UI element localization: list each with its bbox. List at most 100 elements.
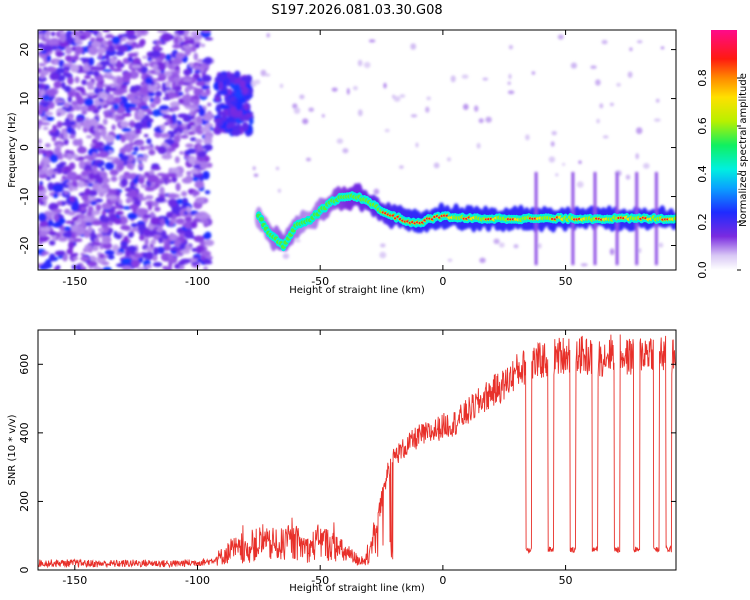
spectrogram-burst-cell	[248, 117, 254, 125]
spectrogram-noise-cell	[164, 70, 172, 77]
spectrogram-burst-cell	[245, 74, 253, 85]
spectrogram-y-tick-label: 10	[18, 92, 31, 106]
spectrogram-noise-cell	[179, 151, 184, 155]
spectrogram-burst-cell	[242, 121, 249, 132]
spectrogram-noise-cell	[194, 213, 200, 218]
spectrogram-noise-cell	[92, 152, 97, 160]
spectrogram-noise-cell	[144, 237, 149, 246]
spectrogram-noise-cell	[68, 162, 76, 170]
snr-series-line	[38, 334, 676, 569]
spectrogram-faint-cell	[357, 109, 363, 117]
spectrogram-noise-cell	[139, 234, 145, 241]
spectrogram-noise-cell	[74, 35, 80, 45]
spectrogram-burst-cell	[235, 102, 242, 111]
snr-x-tick-label: 50	[559, 574, 573, 587]
spectrogram-noise-cell	[104, 53, 110, 60]
spectrogram-noise-cell	[69, 134, 76, 139]
spectrogram-noise-cell	[147, 202, 153, 211]
spectrogram-ridge-cell	[673, 216, 676, 221]
colorbar-tick-label: 0.6	[696, 117, 709, 135]
spectrogram-burst-cell	[226, 71, 231, 79]
spectrogram-noise-cell	[174, 76, 181, 83]
spectrogram-noise-cell	[122, 102, 133, 109]
spectrogram-noise-cell	[158, 180, 164, 184]
spectrogram-faint-cell	[292, 103, 298, 109]
spectrogram-noise-cell	[91, 241, 102, 247]
spectrogram-noise-cell	[183, 210, 189, 215]
spectrogram-noise-cell	[95, 66, 105, 71]
spectrogram-ridge-cell	[258, 217, 264, 222]
spectrogram-noise-cell	[177, 91, 184, 96]
spectrogram-faint-cell	[357, 59, 363, 67]
spectrogram-noise-cell	[172, 57, 183, 65]
spectrogram-y-tick-label: 20	[18, 43, 31, 57]
spectrogram-noise-cell	[142, 55, 148, 59]
snr-x-tick-label: -100	[185, 574, 210, 587]
spectrogram-noise-cell	[132, 43, 142, 48]
spectrogram-noise-cell	[182, 129, 189, 136]
spectrogram-noise-cell	[115, 252, 124, 256]
spectrogram-faint-cell	[555, 173, 559, 177]
spectrogram-faint-cell	[264, 73, 271, 77]
spectrogram-noise-cell	[49, 240, 56, 246]
snr-y-tick-label: 400	[18, 422, 31, 443]
spectrogram-noise-cell	[108, 83, 118, 87]
spectrogram-noise-cell	[113, 218, 122, 225]
spectrogram-faint-cell	[557, 34, 564, 40]
spectrogram-faint-cell	[507, 81, 511, 85]
spectrogram-noise-cell	[182, 123, 187, 127]
spectrogram-noise-cell	[198, 107, 206, 117]
spectrogram-faint-cell	[658, 242, 664, 248]
spectrogram-faint-cell	[476, 142, 481, 149]
spectrogram-noise-cell	[47, 219, 54, 227]
spectrogram-noise-cell	[189, 38, 195, 45]
spectrogram-noise-cell	[81, 194, 90, 201]
spectrogram-faint-cell	[450, 75, 456, 83]
spectrogram-noise-cell	[74, 76, 80, 84]
spectrogram-noise-cell	[96, 233, 104, 238]
spectrogram-noise-cell	[48, 167, 53, 176]
spectrogram-noise-cell	[46, 66, 57, 73]
spectrogram-noise-cell	[182, 45, 193, 50]
spectrogram-noise-cell	[155, 90, 162, 97]
spectrogram-noise-cell	[191, 190, 200, 196]
spectrogram-noise-cell	[160, 124, 165, 131]
spectrogram-noise-cell	[98, 253, 105, 259]
spectrogram-noise-cell	[120, 155, 130, 161]
spectrogram-noise-cell	[152, 262, 163, 267]
spectrogram-noise-cell	[142, 97, 149, 103]
spectrogram-noise-cell	[139, 38, 146, 46]
spectrogram-noise-cell	[203, 219, 210, 225]
spectrogram-noise-cell	[111, 36, 121, 45]
spectrogram-faint-cell	[601, 39, 608, 45]
spectrogram-faint-cell	[508, 73, 512, 80]
spectrogram-noise-cell	[81, 79, 87, 86]
spectrogram-faint-cell	[655, 98, 660, 103]
spectrogram-noise-cell	[55, 265, 61, 270]
spectrogram-faint-cell	[595, 79, 601, 86]
spectrogram-noise-cell	[146, 120, 152, 129]
spectrogram-noise-cell	[66, 181, 73, 186]
spectrogram-faint-cell	[478, 118, 484, 124]
spectrogram-faint-cell	[321, 114, 325, 118]
colorbar-ticks: 0.0 0.2 0.4 0.6 0.8	[696, 69, 741, 279]
spectrogram-x-tick-label: -100	[185, 275, 210, 288]
spectrogram-noise-cell	[176, 30, 185, 36]
spectrogram-noise-cell	[81, 111, 88, 115]
spectrogram-noise-cell	[192, 34, 203, 41]
spectrogram-faint-cell	[479, 257, 486, 263]
spectrogram-noise-cell	[83, 155, 93, 160]
spectrogram-noise-cell	[122, 174, 132, 180]
spectrogram-noise-cell	[52, 184, 64, 193]
spectrogram-noise-cell	[173, 69, 181, 75]
spectrogram-noise-cell	[95, 204, 102, 212]
spectrogram-noise-cell	[188, 121, 196, 126]
spectrogram-faint-cell	[463, 103, 469, 110]
spectrogram-noise-cell	[67, 37, 75, 42]
spectrogram-noise-cell	[115, 210, 124, 216]
spectrogram-noise-cell	[58, 236, 68, 242]
chart-title: S197.2026.081.03.30.G08	[271, 3, 442, 18]
spectrogram-noise-cell	[120, 135, 126, 143]
spectrogram-noise-cell	[137, 156, 144, 162]
